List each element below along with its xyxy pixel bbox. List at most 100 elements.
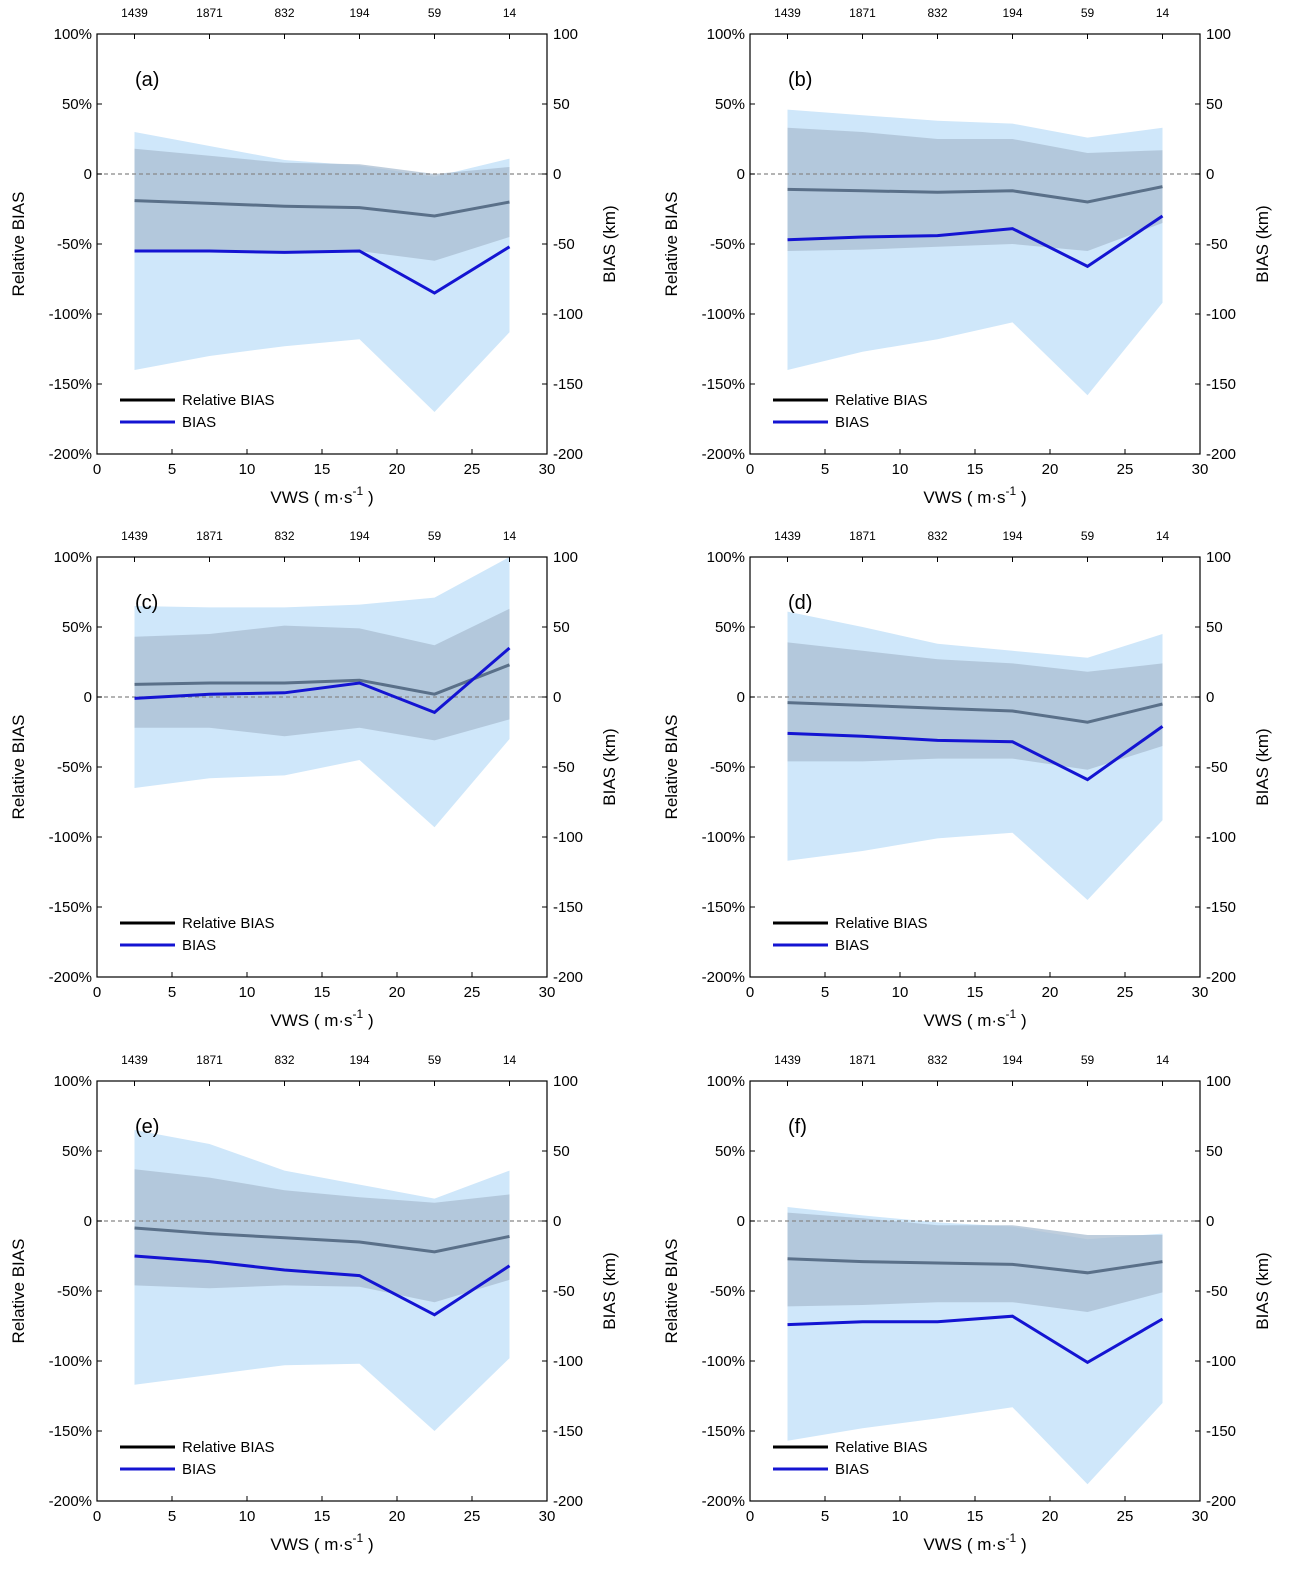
x-axis-label: VWS ( m·s-1 ) xyxy=(923,484,1026,507)
y-tick-label-right: -200 xyxy=(553,446,583,463)
relative-bias-line xyxy=(787,1257,1163,1275)
y-tick-label-right: 50 xyxy=(553,619,570,636)
top-tick-label: 14 xyxy=(1156,1053,1170,1067)
x-tick-label: 0 xyxy=(746,984,754,1001)
x-tick-label: 5 xyxy=(821,461,829,478)
x-tick-label: 10 xyxy=(239,1508,256,1525)
y-tick-label-right: 50 xyxy=(1206,1143,1223,1160)
legend-bias-label: BIAS xyxy=(835,937,869,954)
x-tick-label: 0 xyxy=(93,1508,101,1525)
y-tick-label-left: -200% xyxy=(702,1493,745,1510)
top-tick-label: 14 xyxy=(503,6,517,20)
y-tick-label-left: -150% xyxy=(702,899,745,916)
y-tick-label-left: -50% xyxy=(57,236,92,253)
x-tick-label: 15 xyxy=(314,1508,331,1525)
top-tick-label: 14 xyxy=(503,529,517,543)
y-tick-label-right: -100 xyxy=(1206,829,1236,846)
y-tick-label-left: -200% xyxy=(49,1493,92,1510)
x-tick-label: 20 xyxy=(1042,1508,1059,1525)
y-tick-label-right: 100 xyxy=(553,549,578,566)
top-tick-label: 832 xyxy=(927,6,947,20)
x-tick-label: 25 xyxy=(464,461,481,478)
y-tick-label-left: -100% xyxy=(702,1353,745,1370)
relative-bias-band xyxy=(134,148,510,261)
y-tick-label-left: -200% xyxy=(49,969,92,986)
y-tick-label-right: -150 xyxy=(1206,899,1236,916)
y-tick-label-left: 0 xyxy=(737,689,745,706)
top-tick-label: 59 xyxy=(428,6,442,20)
y-axis-label-left: Relative BIAS xyxy=(9,192,28,297)
panel-label: (a) xyxy=(135,69,159,91)
top-tick-label: 194 xyxy=(349,6,369,20)
y-tick-label-left: -50% xyxy=(710,236,745,253)
y-tick-label-right: -200 xyxy=(553,969,583,986)
top-tick-label: 1871 xyxy=(196,1053,223,1067)
panel-label: (e) xyxy=(135,1116,159,1138)
panel-label: (d) xyxy=(788,592,812,614)
y-tick-label-left: 0 xyxy=(737,166,745,183)
y-tick-label-left: 100% xyxy=(54,549,92,566)
relative-bias-band xyxy=(787,127,1163,251)
y-tick-label-right: -200 xyxy=(553,1493,583,1510)
top-tick-label: 1439 xyxy=(121,529,148,543)
x-tick-label: 5 xyxy=(821,1508,829,1525)
x-tick-label: 10 xyxy=(239,984,256,1001)
y-tick-label-left: -50% xyxy=(57,1283,92,1300)
panel-label: (f) xyxy=(788,1116,807,1138)
y-axis-label-right: BIAS (km) xyxy=(1253,1252,1272,1329)
y-tick-label-right: -50 xyxy=(1206,236,1228,253)
y-tick-label-right: -100 xyxy=(553,306,583,323)
y-tick-label-right: -150 xyxy=(1206,376,1236,393)
y-tick-label-right: -150 xyxy=(553,1423,583,1440)
x-tick-label: 25 xyxy=(464,1508,481,1525)
bias-line xyxy=(787,214,1164,269)
top-tick-label: 194 xyxy=(349,1053,369,1067)
y-tick-label-right: -100 xyxy=(553,829,583,846)
y-tick-label-left: 50% xyxy=(715,1143,745,1160)
relative-bias-band xyxy=(134,608,510,741)
y-tick-label-right: 0 xyxy=(1206,689,1214,706)
top-tick-label: 59 xyxy=(428,1053,442,1067)
top-tick-label: 59 xyxy=(1081,6,1095,20)
legend-relative-label: Relative BIAS xyxy=(835,1439,928,1456)
y-tick-label-right: 50 xyxy=(553,96,570,113)
y-axis-label-right: BIAS (km) xyxy=(1253,728,1272,805)
y-tick-label-left: 100% xyxy=(707,1073,745,1090)
x-tick-label: 30 xyxy=(539,1508,556,1525)
y-tick-label-left: 0 xyxy=(84,689,92,706)
y-axis-label-left: Relative BIAS xyxy=(9,715,28,820)
x-tick-label: 15 xyxy=(314,461,331,478)
y-tick-label-right: -100 xyxy=(553,1353,583,1370)
y-tick-label-right: 0 xyxy=(553,689,561,706)
x-axis-label: VWS ( m·s-1 ) xyxy=(270,484,373,507)
top-tick-label: 832 xyxy=(274,1053,294,1067)
x-tick-label: 10 xyxy=(892,984,909,1001)
top-tick-label: 1871 xyxy=(849,529,876,543)
x-tick-label: 0 xyxy=(746,1508,754,1525)
x-tick-label: 30 xyxy=(1192,1508,1209,1525)
y-tick-label-right: 0 xyxy=(1206,166,1214,183)
y-tick-label-right: -50 xyxy=(1206,1283,1228,1300)
x-tick-label: 15 xyxy=(967,984,984,1001)
x-tick-label: 25 xyxy=(1117,984,1134,1001)
y-tick-label-right: 100 xyxy=(1206,549,1231,566)
x-tick-label: 10 xyxy=(239,461,256,478)
x-tick-label: 15 xyxy=(967,461,984,478)
y-tick-label-left: 50% xyxy=(62,1143,92,1160)
y-tick-label-right: -150 xyxy=(553,376,583,393)
y-tick-label-left: 100% xyxy=(707,26,745,43)
top-tick-label: 194 xyxy=(1002,529,1022,543)
y-tick-label-left: -150% xyxy=(702,1423,745,1440)
y-tick-label-right: -100 xyxy=(1206,1353,1236,1370)
y-axis-label-left: Relative BIAS xyxy=(662,715,681,820)
relative-bias-band xyxy=(134,1169,510,1303)
y-tick-label-right: -150 xyxy=(553,899,583,916)
panel-b: 0 5 10 15 20 25 30 100% 100 50% 50 0 0 -50% -50 -100% -1… xyxy=(662,6,1272,507)
relative-bias-line xyxy=(134,199,510,218)
y-tick-label-left: -100% xyxy=(49,829,92,846)
x-tick-label: 0 xyxy=(93,461,101,478)
relative-bias-line xyxy=(134,663,511,696)
y-tick-label-left: 0 xyxy=(84,1213,92,1230)
y-tick-label-left: 50% xyxy=(62,96,92,113)
